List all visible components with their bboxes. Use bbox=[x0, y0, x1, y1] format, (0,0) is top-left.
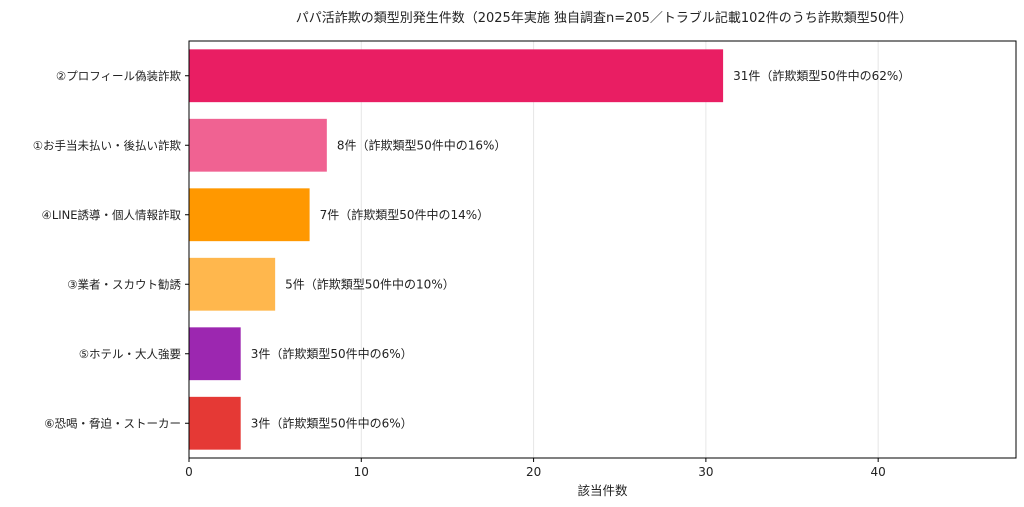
x-tick-label: 10 bbox=[354, 465, 369, 479]
x-tick-label: 0 bbox=[185, 465, 193, 479]
grid-lines bbox=[188, 41, 879, 458]
bars-group bbox=[189, 49, 724, 450]
chart-title: パパ活詐欺の類型別発生件数（2025年実施 独自調査n=205／トラブル記載10… bbox=[296, 10, 913, 26]
x-axis-ticks: 0 10 20 30 40 bbox=[185, 458, 886, 479]
category-label: ⑥恐喝・脅迫・ストーカー bbox=[44, 416, 181, 430]
data-label: 31件（詐欺類型50件中の62%） bbox=[733, 68, 910, 83]
x-tick-label: 40 bbox=[871, 465, 886, 479]
category-label: ②プロフィール偽装詐欺 bbox=[56, 69, 182, 83]
data-label: 3件（詐欺類型50件中の6%） bbox=[251, 415, 413, 430]
category-labels: ②プロフィール偽装詐欺 ①お手当未払い・後払い詐欺 ④LINE誘導・個人情報詐取 ③業… bbox=[33, 69, 189, 430]
bar bbox=[189, 118, 327, 172]
bar bbox=[189, 49, 724, 103]
data-label: 5件（詐欺類型50件中の10%） bbox=[285, 276, 455, 291]
data-labels: 31件（詐欺類型50件中の62%） 8件（詐欺類型50件中の16%） 7件（詐欺類型… bbox=[251, 68, 911, 431]
category-label: ④LINE誘導・個人情報詐取 bbox=[42, 208, 182, 222]
bar bbox=[189, 257, 276, 311]
x-tick-label: 30 bbox=[698, 465, 713, 479]
bar bbox=[189, 396, 241, 450]
x-axis-label: 該当件数 bbox=[577, 483, 628, 498]
bar bbox=[189, 327, 241, 381]
x-tick-label: 20 bbox=[526, 465, 541, 479]
category-label: ①お手当未払い・後払い詐欺 bbox=[33, 138, 182, 152]
data-label: 3件（詐欺類型50件中の6%） bbox=[251, 346, 413, 361]
bar bbox=[189, 188, 310, 242]
data-label: 7件（詐欺類型50件中の14%） bbox=[320, 207, 490, 222]
category-label: ③業者・スカウト勧誘 bbox=[67, 277, 181, 291]
data-label: 8件（詐欺類型50件中の16%） bbox=[337, 137, 507, 152]
category-label: ⑤ホテル・大人強要 bbox=[79, 347, 181, 361]
plot-frame bbox=[188, 40, 1017, 459]
